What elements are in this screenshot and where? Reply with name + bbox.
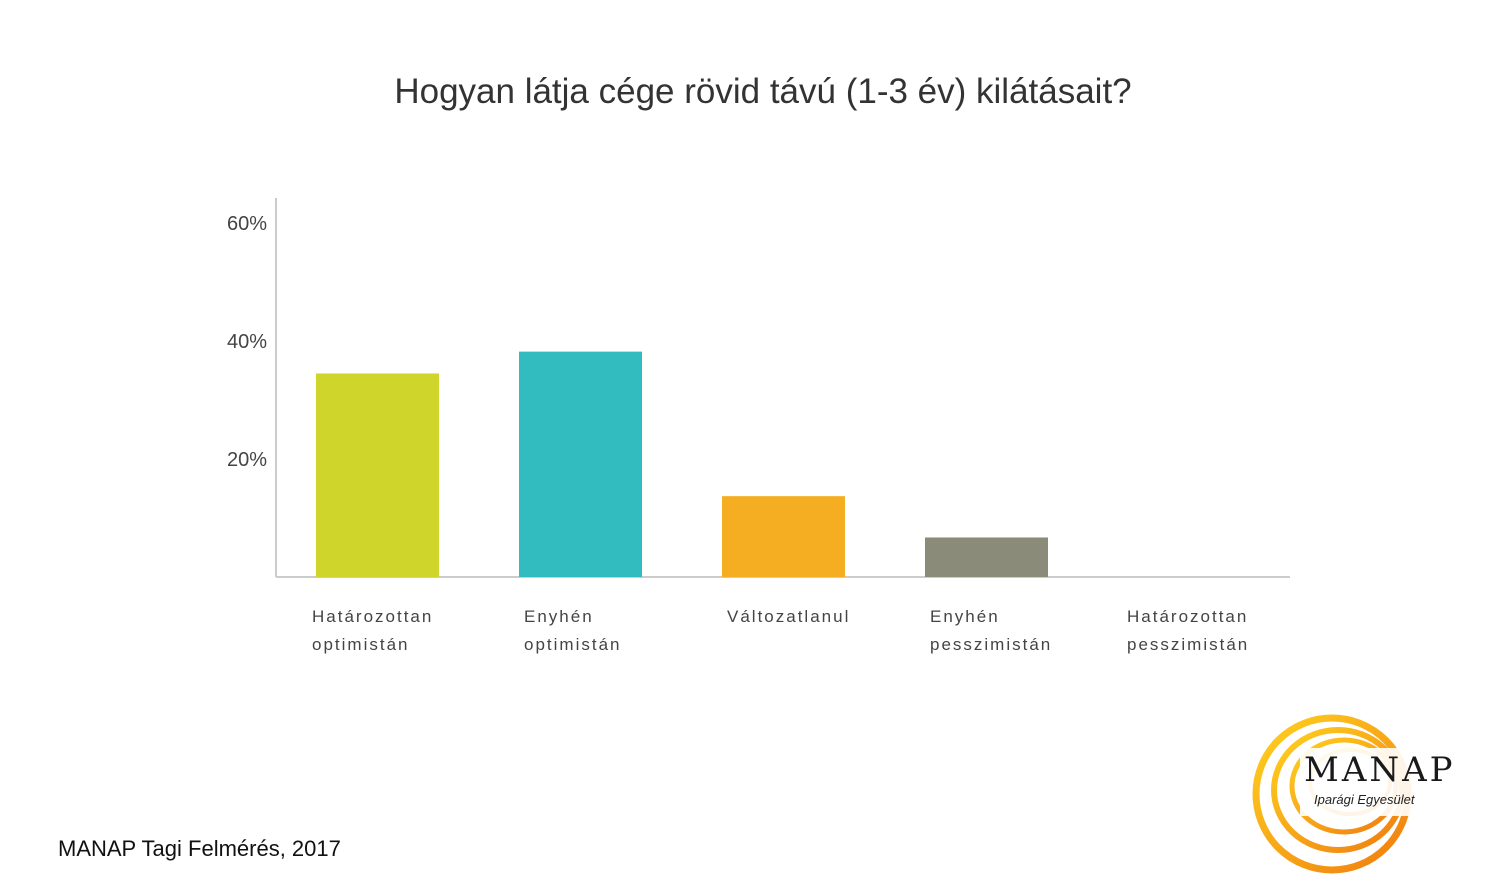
manap-logo: MANAP Iparági Egyesület <box>1246 708 1466 888</box>
category-label-line: pesszimistán <box>1127 635 1249 654</box>
source-note: MANAP Tagi Felmérés, 2017 <box>58 836 341 861</box>
bars <box>316 351 1048 577</box>
category-label-line: Enyhén <box>930 607 1000 626</box>
y-tick-labels: 20% 40% 60% <box>227 213 267 471</box>
logo-swirl-icon <box>1252 714 1460 874</box>
bar <box>316 373 439 577</box>
category-label: Enyhén optimistán <box>524 607 621 654</box>
bar <box>722 496 845 577</box>
category-label: Határozottan pesszimistán <box>1127 607 1249 654</box>
category-label-line: Enyhén <box>524 607 594 626</box>
category-label: Határozottan optimistán <box>312 607 433 654</box>
y-tick-label: 20% <box>227 449 267 471</box>
category-label-line: optimistán <box>312 635 409 654</box>
logo-wordmark: MANAP <box>1304 750 1456 790</box>
category-label-line: Határozottan <box>1127 607 1248 626</box>
category-label-line: optimistán <box>524 635 621 654</box>
category-label: Változatlanul <box>727 607 850 626</box>
bar <box>925 537 1048 577</box>
y-tick-label: 60% <box>227 213 267 235</box>
category-label-line: pesszimistán <box>930 635 1052 654</box>
category-labels: Határozottan optimistán Enyhén optimistán Vá… <box>312 607 1249 654</box>
logo-subtitle: Iparági Egyesület <box>1314 792 1415 807</box>
bar <box>519 351 642 577</box>
category-label: Enyhén pesszimistán <box>930 607 1052 654</box>
category-label-line: Változatlanul <box>727 607 850 626</box>
category-label-line: Határozottan <box>312 607 433 626</box>
y-tick-label: 40% <box>227 331 267 353</box>
chart-title: Hogyan látja cége rövid távú (1-3 év) ki… <box>394 72 1132 111</box>
